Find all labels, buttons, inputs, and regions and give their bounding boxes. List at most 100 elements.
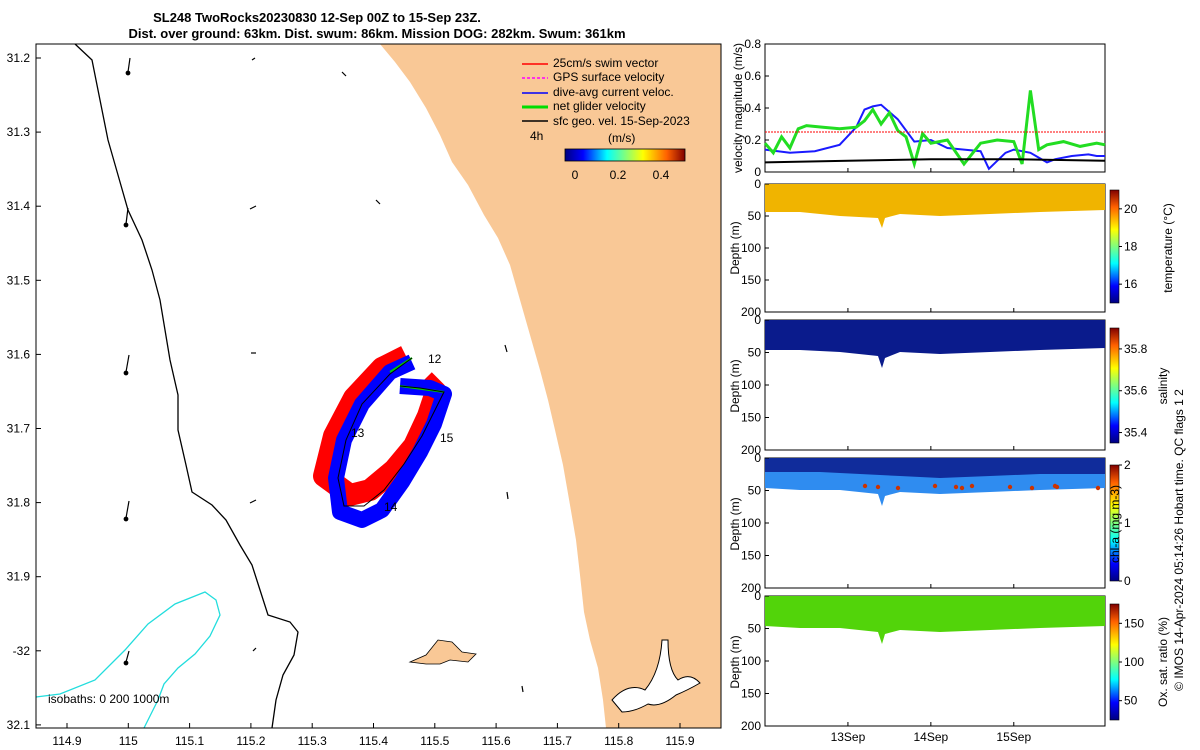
salinity-field — [765, 320, 1105, 368]
colorbar-tick-label: 16 — [1124, 277, 1138, 291]
depth-tick-label: 100 — [741, 516, 761, 530]
salinity-clabel: salinity — [1156, 368, 1170, 405]
velocity-ylabel: velocity magnitude (m/s) — [731, 43, 745, 173]
velocity-axes — [764, 43, 1106, 173]
map-land — [380, 44, 721, 728]
sfc-vector-head — [125, 70, 131, 76]
depth-tick-label: 50 — [748, 484, 762, 498]
map-x-tick-label: 115.1 — [175, 734, 204, 748]
chla-ylabel: Depth (m) — [728, 497, 742, 550]
figure-title-line2: Dist. over ground: 63km. Dist. swum: 86k… — [128, 26, 625, 41]
chla-high-marker — [1054, 484, 1060, 490]
legend-cbar-title: (m/s) — [608, 131, 635, 145]
depth-tick-label: 0 — [754, 589, 761, 603]
depth-tick-label: 200 — [741, 719, 761, 733]
oxygen-colorbar — [1109, 603, 1120, 721]
velocity-y-tick-label: 0.4 — [744, 101, 761, 115]
colorbar-tick-label: 1 — [1124, 516, 1131, 530]
sfc-vector-head — [123, 370, 129, 376]
colorbar-tick-label: 35.6 — [1124, 384, 1148, 398]
velocity-panel: 0 0.2 0.4 0.6 0.8 velocity magnitude (m/s) — [731, 37, 1106, 179]
sfc-vector — [504, 344, 508, 353]
track-day-label: 14 — [384, 500, 398, 514]
figure-title-line1: SL248 TwoRocks20230830 12-Sep 00Z to 15-… — [153, 10, 481, 25]
legend-gps: GPS surface velocity — [553, 70, 664, 84]
map-x-tick-label: 115.6 — [482, 734, 511, 748]
map-y-tick-label: 31.3 — [7, 125, 31, 139]
colorbar-tick-label: 35.4 — [1124, 426, 1148, 440]
depth-tick-label: 0 — [754, 177, 761, 191]
depth-axes-ticks: 0501001502000501001502000501001502000501… — [741, 177, 769, 733]
velocity-y-tick-label: 0.2 — [744, 133, 761, 147]
depth-tick-label: 50 — [748, 346, 762, 360]
depth-tick-label: 150 — [741, 273, 761, 287]
sfc-vector — [125, 354, 130, 373]
colorbar-tick-label: 2 — [1124, 458, 1131, 472]
map-y-tick-label: 31.7 — [7, 422, 31, 436]
time-tick-label: 15Sep — [996, 730, 1031, 744]
temperature-field — [765, 184, 1105, 228]
sfc-vector — [341, 71, 347, 77]
velocity-series-net-glider-velocity — [763, 90, 1106, 170]
chla-panel: chl-a (mg m-3) Depth (m) — [728, 457, 1122, 589]
map-y-tick-label: 32.1 — [7, 718, 31, 732]
chla-high-marker — [895, 485, 901, 491]
legend-dac: dive-avg current veloc. — [553, 85, 674, 99]
map-colorbar — [564, 148, 686, 162]
depth-tick-label: 0 — [754, 451, 761, 465]
sfc-vector — [125, 500, 130, 519]
salinity-panel: salinity Depth (m) — [728, 319, 1170, 451]
velocity-y-tick-label: 0.6 — [744, 69, 761, 83]
chla-high-marker — [969, 483, 975, 489]
map-frame — [35, 43, 722, 729]
map-y-tick-label: 31.4 — [7, 199, 31, 213]
colorbar-tick-label: 150 — [1124, 616, 1144, 630]
map-x-tick-label: 115.4 — [359, 734, 388, 748]
velocity-y-tick-label: 0 — [754, 165, 761, 179]
track-day-label: 12 — [428, 352, 442, 366]
sfc-vector — [521, 685, 524, 693]
chla-high-marker — [932, 483, 938, 489]
map-x-tick-label: 115.2 — [236, 734, 265, 748]
map-x-tick-label: 115.5 — [420, 734, 449, 748]
velocity-y-tick-label: 0.8 — [744, 37, 761, 51]
depth-tick-label: 200 — [741, 581, 761, 595]
depth-tick-label: 100 — [741, 241, 761, 255]
isobath-200m — [74, 43, 299, 729]
chla-high-marker — [959, 485, 965, 491]
velocity-plot — [763, 90, 1106, 171]
sfc-vector-head — [123, 222, 129, 228]
map-x-tick-label: 114.9 — [52, 734, 81, 748]
salinity-ylabel: Depth (m) — [728, 359, 742, 412]
isobath-1000m — [35, 591, 221, 729]
colorbar-tick-label: 50 — [1124, 694, 1138, 708]
temperature-panel: temperature (°C) Depth (m) — [728, 183, 1175, 313]
temperature-colorbar — [1109, 189, 1120, 304]
depth-tick-label: 150 — [741, 549, 761, 563]
map-y-tick-label: 31.9 — [7, 570, 31, 584]
map-colorbar-tick: 0.2 — [610, 168, 627, 182]
track-line — [337, 357, 445, 507]
chla-high-marker — [1029, 485, 1035, 491]
depth-tick-label: 0 — [754, 313, 761, 327]
map-x-tick-label: 115.7 — [543, 734, 572, 748]
oxygen-panel: Ox. sat. ratio (%) Depth (m) — [728, 595, 1170, 727]
depth-tick-label: 50 — [748, 209, 762, 223]
map-y-axis: 31.2 31.3 31.4 31.5 31.6 31.7 31.8 31.9 -32 32.1 — [7, 51, 41, 732]
colorbar-ticks: 16 18 20 35.4 35.6 35.8 0 1 2 50 100 150 — [1119, 202, 1148, 708]
oxygen-ylabel: Depth (m) — [728, 635, 742, 688]
map-panel: 12 13 14 15 25cm/s swim vector GPS surfa… — [7, 43, 722, 748]
footer-credit: © IMOS 14-Apr-2024 05:14:26 Hobart time.… — [1172, 389, 1186, 691]
colorbar-tick-label: 35.8 — [1124, 342, 1148, 356]
chla-surface-layer — [765, 458, 1105, 478]
track-day-label: 13 — [351, 426, 365, 440]
isobath-legend: isobaths: 0 200 1000m — [48, 692, 169, 706]
map-y-tick-label: 31.8 — [7, 496, 31, 510]
time-tick-label: 14Sep — [914, 730, 949, 744]
map-x-axis: 114.9 115 115.1 115.2 115.3 115.4 115.5 115.6 11… — [52, 723, 695, 748]
chla-high-marker — [1095, 485, 1101, 491]
colorbar-tick-label: 0 — [1124, 574, 1131, 588]
time-axis: 13Sep 14Sep 15Sep — [831, 168, 1031, 744]
swim-vector-band — [313, 346, 447, 506]
